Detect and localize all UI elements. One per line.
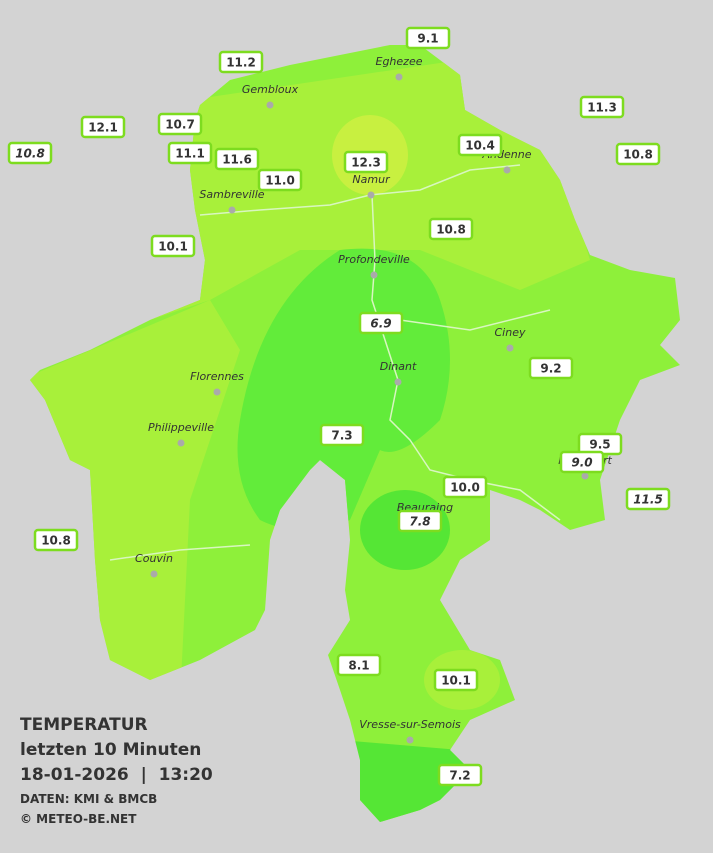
reading-box [559, 450, 605, 474]
place-dot [213, 388, 221, 396]
reading-box [397, 509, 443, 533]
place-dot [406, 736, 414, 744]
reading-box [579, 95, 625, 119]
reading-value: 10.7 [165, 118, 195, 132]
place-dot [367, 191, 375, 199]
place-name: Gembloux [242, 83, 299, 96]
reading-value: 12.1 [88, 121, 118, 135]
reading-box [405, 26, 451, 50]
reading-box [214, 147, 260, 171]
reading-value: 9.0 [571, 456, 592, 470]
legend-source: DATEN: KMI & BMCB [20, 792, 157, 806]
reading-value: 11.3 [587, 101, 617, 115]
place-name: Eghezee [376, 55, 423, 68]
reading-value: 11.2 [226, 56, 256, 70]
reading-value: 11.1 [175, 147, 205, 161]
place-dot [506, 344, 514, 352]
reading-value: 9.5 [589, 438, 610, 452]
reading-box [358, 311, 404, 335]
place-name: Florennes [190, 370, 244, 383]
place-dot [266, 101, 274, 109]
readings: 9.1 11.2 11.3 12.1 10.7 10.8 11.1 11.6 10.4 10.8 1… [7, 26, 671, 787]
reading-value: 10.1 [158, 240, 188, 254]
reading-box [457, 133, 503, 157]
place-dot [503, 166, 511, 174]
reading-box [7, 141, 53, 165]
reading-value: 7.2 [449, 769, 470, 783]
legend-title: TEMPERATUR [20, 715, 148, 735]
reading-box [442, 475, 488, 499]
place-name: Couvin [135, 552, 173, 565]
place-name: Profondeville [338, 253, 410, 266]
place-dot [581, 472, 589, 480]
reading-value: 11.0 [265, 174, 295, 188]
reading-box [80, 115, 126, 139]
reading-value: 10.8 [41, 534, 71, 548]
place-name: Ciney [495, 326, 526, 339]
place-dot [228, 206, 236, 214]
reading-box [257, 168, 303, 192]
reading-box [157, 112, 203, 136]
legend-copyright: © METEO-BE.NET [20, 812, 137, 826]
reading-value: 12.3 [351, 156, 381, 170]
legend-subtitle: letzten 10 Minuten [20, 740, 201, 760]
place-dot [150, 570, 158, 578]
place-dot [395, 73, 403, 81]
legend-datetime: 18-01-2026 | 13:20 [20, 765, 213, 785]
reading-box [343, 150, 389, 174]
reading-value: 8.1 [348, 659, 369, 673]
reading-box [433, 668, 479, 692]
reading-value: 11.6 [222, 153, 252, 167]
reading-box [625, 487, 671, 511]
reading-box [615, 142, 661, 166]
reading-value: 10.4 [465, 139, 495, 153]
reading-box [528, 356, 574, 380]
reading-box [150, 234, 196, 258]
reading-value: 10.8 [623, 148, 653, 162]
places: EghezeeGemblouxAndenneNamurSambrevillePr… [135, 55, 612, 744]
place-dot [370, 271, 378, 279]
reading-value: 9.1 [417, 32, 438, 46]
place-dot [177, 439, 185, 447]
reading-value: 10.8 [436, 223, 466, 237]
reading-value: 10.8 [15, 147, 45, 161]
reading-box [428, 217, 474, 241]
place-name: Namur [352, 173, 391, 186]
reading-box [167, 141, 213, 165]
reading-value: 7.3 [331, 429, 352, 443]
place-name: Dinant [380, 360, 417, 373]
place-dot [394, 378, 402, 386]
reading-box [218, 50, 264, 74]
reading-box [336, 653, 382, 677]
reading-value: 9.2 [540, 362, 561, 376]
reading-box [319, 423, 365, 447]
reading-value: 10.0 [450, 481, 480, 495]
place-name: Sambreville [199, 188, 264, 201]
reading-box [437, 763, 483, 787]
reading-box [33, 528, 79, 552]
reading-value: 7.8 [409, 515, 430, 529]
place-name: Vresse-sur-Semois [359, 718, 461, 731]
reading-value: 11.5 [633, 493, 663, 507]
reading-value: 6.9 [370, 317, 391, 331]
place-name: Philippeville [148, 421, 214, 434]
reading-value: 10.1 [441, 674, 471, 688]
